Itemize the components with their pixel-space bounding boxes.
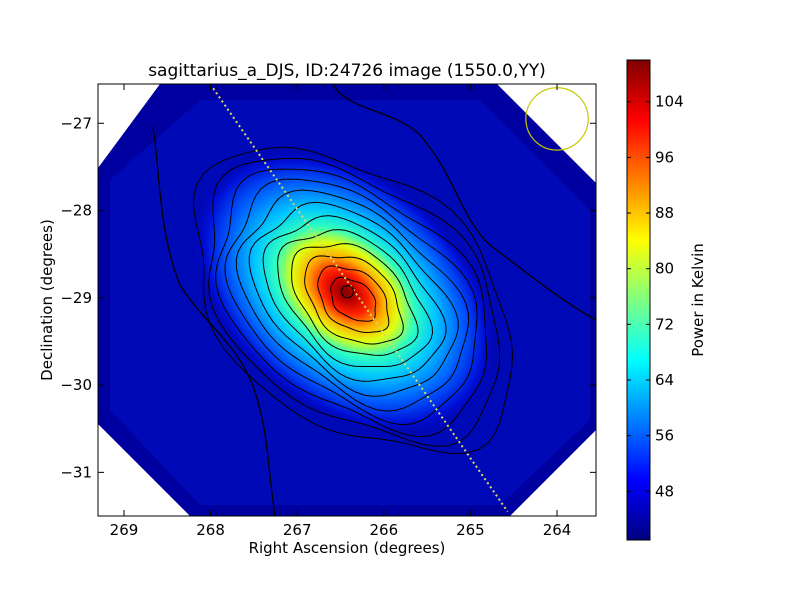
colorbar-tick-label: 48 bbox=[655, 482, 674, 500]
contour-level-82 bbox=[277, 229, 434, 367]
x-tick-label: 268 bbox=[196, 521, 225, 539]
y-axis-label: Declination (degrees) bbox=[38, 219, 56, 381]
y-tick-label: −27 bbox=[60, 114, 92, 132]
contour-level-87 bbox=[291, 243, 419, 356]
colorbar-tick-label: 104 bbox=[655, 93, 684, 111]
y-tick-label: −30 bbox=[60, 376, 92, 394]
contour-level-77 bbox=[262, 215, 447, 382]
plot-area bbox=[98, 84, 596, 516]
colorbar-tick-label: 88 bbox=[655, 204, 674, 222]
contour-level-46 bbox=[193, 146, 514, 455]
x-tick-label: 269 bbox=[110, 521, 139, 539]
y-tick-label: −29 bbox=[60, 289, 92, 307]
colorbar-tick-label: 80 bbox=[655, 260, 674, 278]
y-axis: −27 −28 −29 −30 −31 bbox=[60, 114, 596, 481]
colorbar-label: Power in Kelvin bbox=[689, 243, 707, 357]
contour-level-67 bbox=[235, 189, 470, 412]
contour-level-62 bbox=[224, 178, 478, 426]
colorbar-frame bbox=[626, 59, 651, 541]
contour-level-51 bbox=[208, 157, 501, 447]
colorbar-tick-label: 96 bbox=[655, 148, 674, 166]
contour-lines bbox=[193, 146, 514, 455]
outer-contour-left bbox=[152, 126, 276, 516]
contour-level-57 bbox=[215, 168, 488, 438]
colorbar: 48 56 64 72 80 88 96 104 Power in Kelvin bbox=[626, 59, 707, 541]
x-tick-label: 264 bbox=[543, 521, 572, 539]
chart-title: sagittarius_a_DJS, ID:24726 image (1550.… bbox=[148, 61, 546, 81]
x-axis-label: Right Ascension (degrees) bbox=[249, 539, 446, 557]
x-axis: 269 268 267 266 265 264 bbox=[110, 84, 572, 539]
colorbar-tick-label: 72 bbox=[655, 315, 674, 333]
colorbar-tick-label: 56 bbox=[655, 427, 674, 445]
colorbar-tick-label: 64 bbox=[655, 371, 674, 389]
y-tick-label: −31 bbox=[60, 463, 92, 481]
galactic-plane-line bbox=[212, 87, 509, 513]
source-emission bbox=[170, 117, 520, 467]
contour-level-97 bbox=[317, 265, 390, 334]
y-tick-label: −28 bbox=[60, 202, 92, 220]
source-marker bbox=[340, 285, 355, 299]
x-tick-label: 265 bbox=[456, 521, 485, 539]
contour-level-102 bbox=[330, 276, 377, 322]
outer-contour-right bbox=[332, 84, 596, 321]
colorbar-ticks: 48 56 64 72 80 88 96 104 bbox=[627, 93, 684, 500]
contour-level-72 bbox=[248, 201, 459, 397]
plot-frame bbox=[97, 83, 597, 517]
x-tick-label: 267 bbox=[283, 521, 312, 539]
colorbar-gradient bbox=[627, 60, 650, 540]
x-tick-label: 266 bbox=[369, 521, 398, 539]
contour-level-92 bbox=[304, 255, 404, 345]
